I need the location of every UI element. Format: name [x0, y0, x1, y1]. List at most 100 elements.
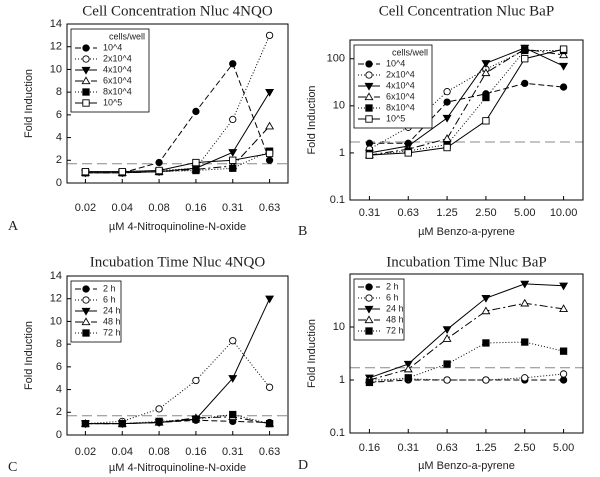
- legend-marker: [364, 82, 374, 91]
- y-tick-label: 2: [56, 154, 62, 166]
- legend-label: 24 h: [386, 303, 404, 313]
- legend-marker: [82, 44, 90, 52]
- marker: [229, 410, 237, 419]
- legend-marker: [365, 104, 373, 112]
- marker: [442, 114, 452, 123]
- marker: [482, 376, 490, 384]
- legend-marker: [81, 307, 91, 316]
- panel-label: C: [8, 460, 17, 475]
- y-axis-title: Fold Induction: [306, 319, 318, 388]
- legend-marker: [364, 92, 374, 101]
- legend-label: 6 h: [386, 292, 399, 302]
- marker: [155, 405, 163, 413]
- legend-marker: [81, 317, 91, 326]
- panel-label: B: [298, 224, 307, 239]
- marker: [559, 62, 569, 71]
- legend-marker: [82, 329, 90, 337]
- y-axis-title: Fold Induction: [306, 85, 318, 154]
- legend-label: 6 h: [103, 294, 116, 304]
- marker: [155, 166, 163, 175]
- x-tick-label: 0.08: [148, 202, 169, 214]
- marker: [481, 68, 491, 77]
- legend-label: 24 h: [103, 305, 121, 315]
- legend-label: 10^4: [386, 58, 405, 68]
- legend-marker: [82, 285, 90, 293]
- x-tick-label: 1.25: [436, 207, 457, 219]
- legend-marker: [365, 60, 373, 68]
- series-line: [85, 125, 270, 174]
- y-tick-label: 4: [56, 131, 62, 143]
- marker: [559, 370, 568, 378]
- marker: [155, 417, 163, 426]
- chart-title: Incubation Time Nluc BaP: [386, 254, 546, 270]
- marker: [443, 376, 451, 384]
- marker: [482, 117, 490, 125]
- series-line: [85, 416, 270, 425]
- legend-label: 6x10^4: [386, 91, 415, 101]
- x-tick-label: 5.00: [553, 442, 574, 454]
- marker: [443, 98, 451, 106]
- chart-title: Cell Concentration Nluc 4NQO: [82, 3, 273, 19]
- legend-label: 48 h: [386, 314, 404, 324]
- legend-label: 10^4: [103, 42, 122, 52]
- legend-label: 4x10^4: [103, 64, 132, 74]
- x-tick-label: 2.50: [475, 207, 496, 219]
- marker: [155, 158, 163, 167]
- series-line: [85, 339, 270, 425]
- y-tick-label: 0.1: [330, 427, 345, 439]
- legend-marker: [364, 305, 374, 314]
- y-tick-label: 1: [339, 147, 345, 159]
- legend-label: 8x10^4: [386, 102, 415, 112]
- marker: [265, 149, 274, 158]
- legend-marker: [82, 296, 90, 304]
- marker: [559, 282, 569, 291]
- marker: [559, 376, 568, 384]
- legend-label: 72 h: [386, 325, 404, 335]
- y-tick-label: 2: [56, 406, 62, 418]
- legend-marker: [82, 55, 90, 63]
- x-tick-label: 0.16: [185, 202, 206, 214]
- legend-marker: [365, 71, 373, 79]
- legend-marker: [82, 88, 90, 96]
- marker: [81, 167, 90, 176]
- marker: [559, 50, 569, 59]
- y-tick-label: 10: [50, 63, 62, 75]
- marker: [443, 88, 451, 96]
- panel-label: D: [298, 458, 308, 473]
- x-tick-label: 2.50: [514, 442, 535, 454]
- series-line: [369, 302, 564, 381]
- marker: [192, 166, 200, 175]
- y-tick-label: 4: [56, 383, 62, 395]
- y-tick-label: 0.1: [330, 194, 345, 206]
- marker: [442, 334, 452, 342]
- y-tick-label: 8: [56, 86, 62, 98]
- legend-marker: [81, 66, 91, 75]
- marker: [118, 167, 126, 176]
- y-tick-label: 6: [56, 109, 62, 121]
- marker: [482, 93, 490, 102]
- marker: [192, 415, 200, 423]
- y-tick-label: 10: [50, 315, 62, 327]
- legend-marker: [365, 294, 373, 302]
- marker: [265, 295, 275, 304]
- series-line: [85, 414, 270, 425]
- legend-marker: [81, 76, 91, 85]
- plot-frame: [66, 275, 289, 436]
- x-tick-label: 0.16: [359, 442, 380, 454]
- y-tick-label: 12: [50, 293, 62, 305]
- marker: [365, 378, 374, 387]
- series-line: [369, 379, 564, 383]
- legend-label: 2x10^4: [386, 69, 415, 79]
- panel-label: A: [8, 219, 19, 234]
- series-line: [369, 341, 564, 383]
- y-tick-label: 14: [50, 18, 62, 30]
- x-tick-label: 0.31: [398, 442, 419, 454]
- legend-label: 10^5: [386, 113, 405, 123]
- y-tick-label: 12: [50, 41, 62, 53]
- legend-label: 2 h: [103, 283, 116, 293]
- series-line: [369, 373, 564, 381]
- series-line: [369, 48, 564, 156]
- x-tick-label: 5.00: [514, 207, 535, 219]
- marker: [192, 158, 200, 167]
- x-axis-title: µM 4-Nitroquinoline-N-oxide: [109, 221, 246, 233]
